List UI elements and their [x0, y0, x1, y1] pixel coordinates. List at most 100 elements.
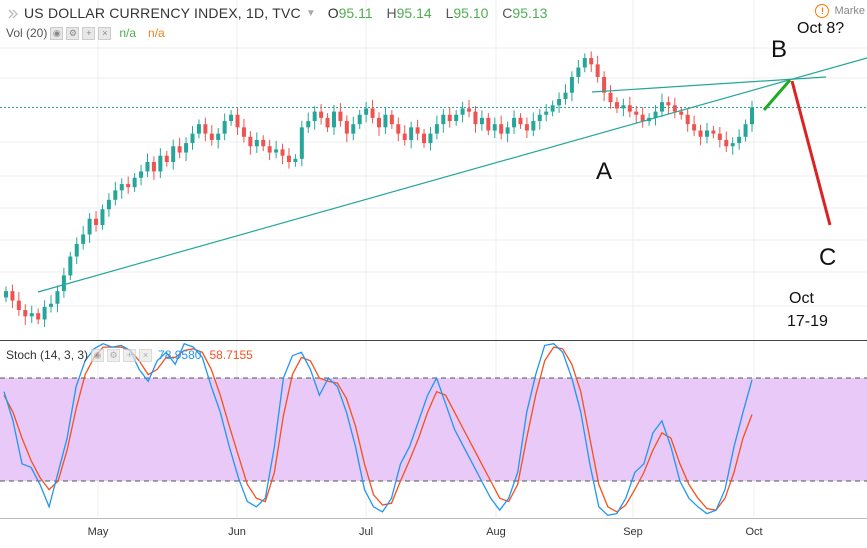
- candle: [132, 173, 137, 192]
- candle-body: [351, 124, 356, 134]
- candle: [479, 110, 484, 131]
- stoch-label: Stoch (14, 3, 3): [6, 348, 89, 362]
- candle-body: [293, 158, 298, 162]
- candle-body: [158, 155, 163, 172]
- candle-body: [441, 114, 446, 125]
- candle-body: [434, 124, 439, 134]
- candle-body: [55, 291, 60, 304]
- x-tick-label: Oct: [745, 526, 762, 538]
- candle: [100, 204, 105, 230]
- candle-body: [614, 102, 619, 109]
- candle: [383, 107, 388, 134]
- candle: [68, 251, 73, 281]
- candle: [640, 107, 645, 128]
- candle-body: [10, 291, 15, 301]
- candle-body: [428, 133, 433, 144]
- candle: [434, 115, 439, 140]
- candle: [454, 110, 459, 126]
- plus-icon[interactable]: +: [123, 348, 137, 362]
- eye-icon[interactable]: ◉: [50, 26, 64, 40]
- x-tick-label: Aug: [486, 526, 506, 538]
- candle: [139, 164, 144, 186]
- candle: [293, 154, 298, 167]
- volume-label: Vol (20): [6, 26, 48, 40]
- stoch-k-value: 78.9580: [158, 348, 202, 362]
- candle: [589, 51, 594, 72]
- volume-ma-value: n/a: [148, 26, 165, 40]
- candle-body: [126, 184, 131, 188]
- projection-down-line: [790, 80, 832, 226]
- candle-body: [100, 209, 105, 225]
- candle-body: [492, 124, 497, 131]
- candle: [235, 108, 240, 135]
- volume-value: n/a: [119, 26, 137, 40]
- candle: [126, 176, 131, 194]
- candle: [486, 113, 491, 136]
- candle-body: [145, 161, 150, 172]
- candle-body: [473, 111, 478, 125]
- candle: [531, 112, 536, 137]
- candle: [409, 121, 414, 149]
- candle-body: [589, 58, 594, 65]
- candle: [331, 104, 336, 135]
- alert-icon: !: [815, 4, 830, 18]
- candle-body: [499, 124, 504, 134]
- collapse-icon[interactable]: [8, 9, 18, 19]
- stoch-legend: Stoch (14, 3, 3) ◉ ⚙ + × 78.9580 58.7155: [6, 348, 253, 362]
- close-icon[interactable]: ×: [98, 26, 112, 40]
- candle: [344, 115, 349, 143]
- candle: [319, 104, 324, 125]
- candle: [428, 127, 433, 151]
- candle: [704, 122, 709, 144]
- candle: [241, 118, 246, 143]
- candle-body: [68, 256, 73, 276]
- candle-body: [61, 275, 66, 292]
- candle: [460, 101, 465, 123]
- gear-icon[interactable]: ⚙: [66, 26, 80, 40]
- candle: [524, 117, 529, 139]
- candle-body: [106, 199, 111, 210]
- candle-body: [569, 76, 574, 93]
- ohlc-open-key: O: [327, 5, 339, 21]
- candle-body: [704, 130, 709, 137]
- candle-body: [132, 177, 137, 188]
- projection-up-line: [762, 79, 792, 111]
- candle: [325, 113, 330, 133]
- chevron-down-icon[interactable]: ▼: [305, 7, 316, 19]
- candle-body: [241, 127, 246, 137]
- candle: [119, 178, 124, 199]
- candle-body: [196, 124, 201, 134]
- plus-icon[interactable]: +: [82, 26, 96, 40]
- market-status[interactable]: ! Marke: [815, 4, 865, 18]
- candle: [659, 93, 664, 118]
- candle-body: [602, 76, 607, 93]
- candle-body: [338, 111, 343, 122]
- candle-body: [512, 117, 517, 128]
- candle: [737, 129, 742, 150]
- candle: [196, 119, 201, 139]
- candle-body: [396, 124, 401, 134]
- candle-body: [711, 130, 716, 134]
- symbol-title: US DOLLAR CURRENCY INDEX, 1D, TVC: [24, 5, 301, 21]
- candle-body: [254, 139, 259, 147]
- candle-body: [415, 127, 420, 134]
- candle: [364, 101, 369, 123]
- candle-body: [344, 121, 349, 134]
- candle-body: [81, 234, 86, 244]
- gear-icon[interactable]: ⚙: [107, 348, 121, 362]
- candle: [441, 109, 446, 133]
- candle-body: [505, 127, 510, 134]
- stoch-d-value: 58.7155: [209, 348, 253, 362]
- eye-icon[interactable]: ◉: [91, 348, 105, 362]
- candle: [473, 105, 478, 133]
- candle: [151, 156, 156, 180]
- candle-body: [87, 218, 92, 235]
- candle-body: [190, 133, 195, 144]
- candle-body: [94, 218, 99, 225]
- ohlc-high-key: H: [386, 5, 397, 21]
- candle: [190, 126, 195, 150]
- candles: [4, 51, 754, 328]
- label-a: A: [596, 158, 613, 185]
- close-icon[interactable]: ×: [139, 348, 153, 362]
